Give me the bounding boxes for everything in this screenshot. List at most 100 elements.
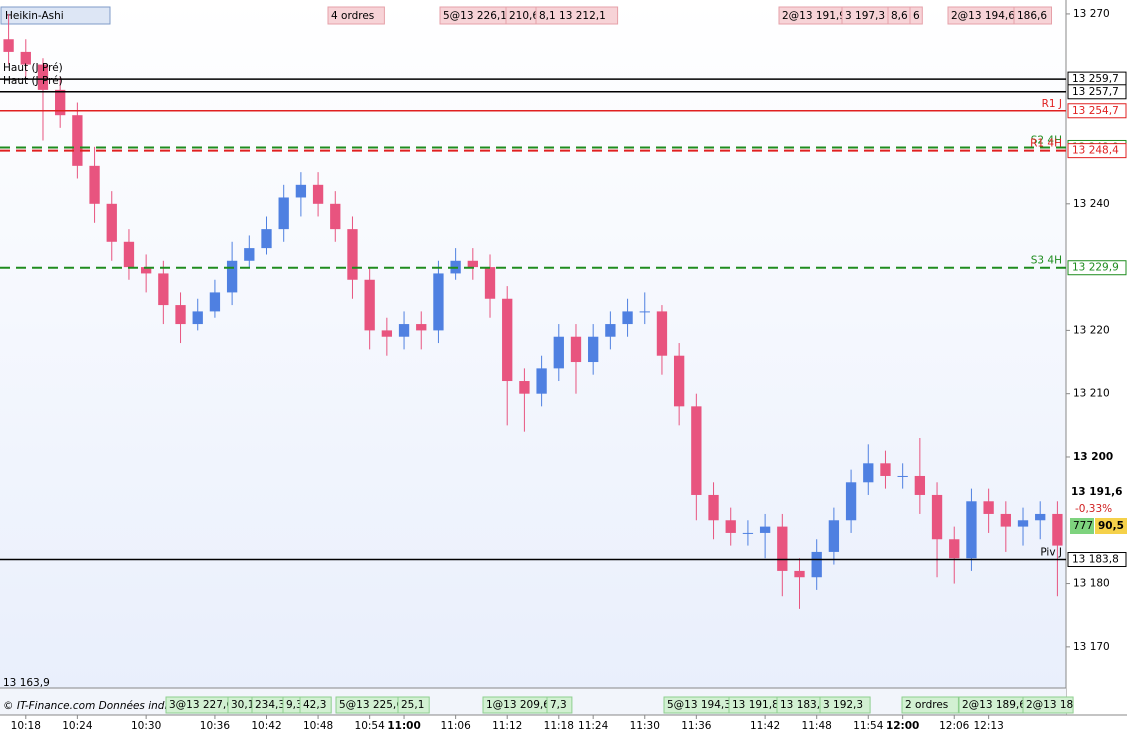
- candle-body: [966, 501, 977, 559]
- order-label: 5@13 225,6: [339, 699, 403, 711]
- level-value: 13 254,7: [1072, 105, 1119, 117]
- candle-body: [226, 260, 238, 293]
- chart-title-box[interactable]: [0, 6, 111, 25]
- plot-area: [0, 0, 1066, 688]
- candle-body: [949, 539, 960, 559]
- y-tick-label: 13 210: [1073, 388, 1110, 400]
- order-box[interactable]: [901, 696, 959, 714]
- order-box[interactable]: [546, 696, 573, 714]
- candle-body: [863, 463, 874, 483]
- candle-body: [433, 273, 444, 331]
- x-tick-label: 10:30: [131, 720, 161, 732]
- candle-body: [398, 324, 410, 337]
- candle-body: [330, 203, 341, 230]
- x-tick-label: 12:00: [886, 720, 919, 732]
- order-label: 210,6: [509, 10, 539, 22]
- candle-body: [914, 475, 926, 495]
- order-label: 5@13 226,1: [443, 10, 507, 22]
- x-tick-label: 11:12: [492, 720, 522, 732]
- order-label: 13 183,6: [780, 699, 827, 711]
- order-label: 13 191,8: [732, 699, 779, 711]
- y-tick-label: 13 270: [1073, 8, 1110, 20]
- x-tick-label: 11:00: [387, 720, 420, 732]
- level-box: [1067, 84, 1127, 100]
- candle-body: [55, 89, 66, 116]
- x-tick-label: 10:48: [303, 720, 333, 732]
- candle-body: [759, 526, 771, 533]
- candle-body: [416, 324, 427, 331]
- candle-body: [673, 355, 685, 407]
- candle-body: [1035, 513, 1046, 521]
- candle-body: [1052, 513, 1063, 546]
- order-label: 30,1: [231, 699, 254, 711]
- order-box[interactable]: [535, 6, 619, 25]
- order-label: 6: [913, 10, 920, 22]
- order-label: 2@13 194,6: [951, 10, 1015, 22]
- order-label: 9,3: [286, 699, 303, 711]
- order-label: 234,3: [255, 699, 285, 711]
- level-value: 13 229,9: [1072, 262, 1119, 274]
- candle-body: [897, 475, 908, 477]
- order-label: 186,6: [1017, 10, 1047, 22]
- order-box[interactable]: [299, 696, 332, 714]
- x-tick-label: 10:54: [355, 720, 386, 732]
- candle-body: [536, 368, 547, 394]
- candle-body: [37, 64, 49, 90]
- order-label: 3 197,3: [845, 10, 885, 22]
- left-label: Haut (J Pré): [3, 62, 63, 74]
- x-tick-label: 10:18: [11, 720, 41, 732]
- candle-body: [570, 336, 582, 363]
- candle-body: [484, 267, 496, 299]
- x-tick-label: 10:24: [62, 720, 93, 732]
- candle-body: [467, 260, 478, 268]
- candle-body: [3, 39, 14, 52]
- order-label: 25,1: [401, 699, 424, 711]
- level-name: Piv J: [1040, 547, 1062, 559]
- level-name: R1 J: [1042, 98, 1062, 110]
- x-tick-label: 12:06: [939, 720, 970, 732]
- candle-body: [931, 494, 943, 540]
- footer: © IT-Finance.com Données indicatives: [3, 700, 205, 712]
- candle-body: [295, 184, 307, 198]
- order-box[interactable]: [909, 6, 923, 25]
- level-name: S2 4H: [1031, 134, 1062, 146]
- bid: 777: [1073, 520, 1093, 532]
- order-box[interactable]: [1013, 6, 1052, 25]
- order-label: 3@13 227,6: [169, 699, 233, 711]
- candle-body: [725, 520, 736, 533]
- order-label: 8,6: [891, 10, 908, 22]
- level-value: 13 248,4: [1072, 145, 1119, 157]
- order-box[interactable]: [819, 696, 871, 714]
- order-label: 5@13 194,3: [667, 699, 731, 711]
- order-label: 2@13 189,6: [962, 699, 1026, 711]
- candle-body: [381, 330, 393, 337]
- left-label: Haut (J Pré): [3, 75, 63, 87]
- y-tick-label: 13 240: [1073, 198, 1110, 210]
- candle-body: [140, 267, 152, 274]
- candle-body: [983, 501, 994, 514]
- y-tick-label: 13 180: [1073, 578, 1110, 590]
- order-box[interactable]: [1022, 696, 1074, 714]
- level-box: [1067, 143, 1127, 159]
- x-tick-label: 12:13: [973, 720, 1003, 732]
- candle-body: [639, 311, 650, 313]
- order-box[interactable]: [327, 6, 385, 25]
- x-tick-label: 11:18: [544, 720, 574, 732]
- chart-title: Heikin-Ashi: [5, 10, 64, 22]
- candle-body: [278, 197, 289, 230]
- order-label: 4 ordres: [331, 10, 374, 22]
- candle-body: [777, 526, 788, 571]
- ask: 90,5: [1098, 520, 1124, 532]
- x-axis-area: [0, 715, 1127, 735]
- candle-body: [106, 203, 117, 242]
- candle-body: [794, 570, 805, 578]
- level-name: S3 4H: [1031, 255, 1062, 267]
- candle-body: [209, 292, 221, 312]
- x-tick-label: 10:42: [251, 720, 281, 732]
- candle-body: [708, 494, 719, 521]
- candle-body: [20, 51, 31, 65]
- order-label: 2 ordres: [905, 699, 948, 711]
- low-label: 13 163,9: [3, 677, 50, 689]
- order-box[interactable]: [397, 696, 430, 714]
